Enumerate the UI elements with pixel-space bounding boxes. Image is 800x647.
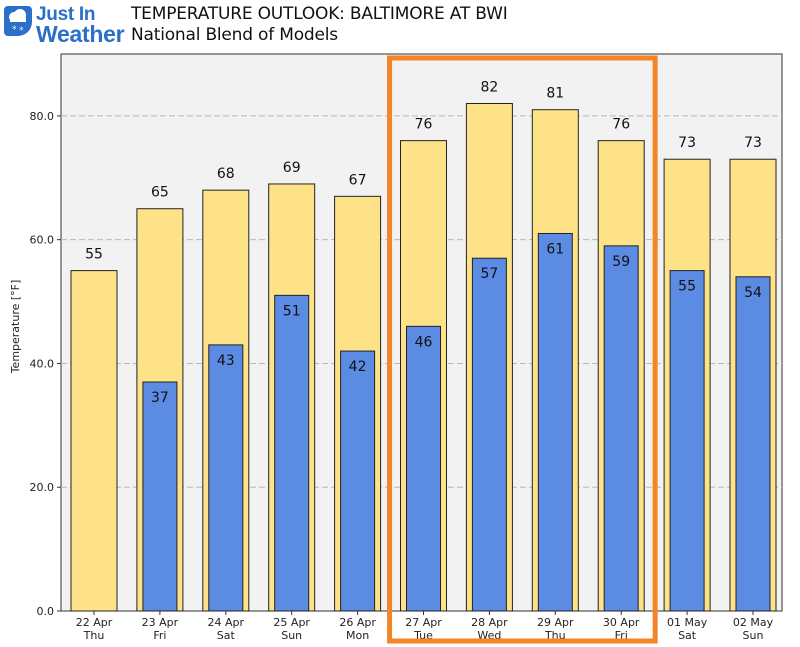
low-bar: [142, 381, 178, 612]
low-bar: [669, 270, 705, 612]
x-tick-weekday: Sun: [743, 629, 764, 642]
chart-subtitle: National Blend of Models: [131, 25, 338, 45]
x-tick-date: 27 Apr: [405, 616, 442, 629]
high-value-label: 68: [217, 166, 235, 182]
low-value-label: 61: [546, 241, 564, 257]
low-bar: [603, 245, 639, 612]
low-bar: [537, 232, 573, 612]
low-bar: [471, 257, 507, 612]
logo-text-bottom: Weather: [36, 21, 125, 47]
x-tick-date: 23 Apr: [142, 616, 179, 629]
low-bar: [340, 350, 376, 612]
chart-header: * * Just In Weather TEMPERATURE OUTLOOK:…: [0, 0, 800, 48]
low-bar: [208, 344, 244, 612]
high-value-label: 69: [283, 160, 301, 176]
x-tick-weekday: Sat: [678, 629, 697, 642]
high-value-label: 76: [612, 117, 630, 133]
low-value-label: 55: [678, 279, 696, 295]
low-bar: [274, 294, 310, 612]
y-tick-label: 0.0: [37, 605, 55, 618]
high-value-label: 76: [415, 117, 433, 133]
x-tick-weekday: Sun: [281, 629, 302, 642]
low-value-label: 57: [480, 266, 498, 282]
high-value-label: 81: [546, 86, 564, 102]
low-bar: [406, 325, 441, 612]
x-tick-date: 29 Apr: [537, 616, 574, 629]
x-tick-weekday: Mon: [346, 629, 369, 642]
high-value-label: 67: [349, 172, 367, 188]
x-tick-date: 22 Apr: [76, 616, 113, 629]
x-tick-date: 02 May: [733, 616, 774, 629]
just-in-weather-logo: * * Just In Weather: [4, 4, 126, 47]
svg-text:*: *: [12, 25, 17, 35]
x-tick-date: 24 Apr: [208, 616, 245, 629]
low-value-label: 54: [744, 285, 762, 301]
high-value-label: 55: [85, 247, 103, 263]
chart-title: TEMPERATURE OUTLOOK: BALTIMORE AT BWI: [131, 4, 508, 24]
low-bar: [735, 276, 771, 612]
high-value-label: 73: [744, 135, 762, 151]
y-axis-label: Temperature [°F]: [9, 280, 22, 375]
highlight-box: [387, 55, 658, 644]
x-tick-date: 25 Apr: [273, 616, 310, 629]
x-tick-date: 28 Apr: [471, 616, 508, 629]
cloud-snow-icon: * *: [4, 6, 32, 36]
logo-text-top: Just In: [36, 4, 96, 25]
x-tick-weekday: Thu: [83, 629, 105, 642]
y-tick-label: 20.0: [30, 481, 55, 494]
low-value-label: 46: [415, 334, 433, 350]
y-tick-label: 80.0: [30, 110, 55, 123]
svg-text:*: *: [19, 26, 24, 36]
low-value-label: 37: [151, 390, 169, 406]
low-value-label: 42: [349, 359, 367, 375]
high-bar: [70, 270, 118, 612]
high-value-label: 73: [678, 135, 696, 151]
high-value-label: 65: [151, 185, 169, 201]
x-tick-date: 30 Apr: [603, 616, 640, 629]
x-tick-date: 26 Apr: [339, 616, 376, 629]
low-value-label: 59: [612, 254, 630, 270]
x-tick-weekday: Sat: [217, 629, 236, 642]
high-value-label: 82: [480, 80, 498, 96]
y-tick-label: 40.0: [30, 357, 55, 370]
low-value-label: 43: [217, 353, 235, 369]
y-tick-label: 60.0: [30, 234, 55, 247]
x-tick-date: 01 May: [667, 616, 708, 629]
x-tick-weekday: Fri: [153, 629, 166, 642]
low-value-label: 51: [283, 303, 301, 319]
